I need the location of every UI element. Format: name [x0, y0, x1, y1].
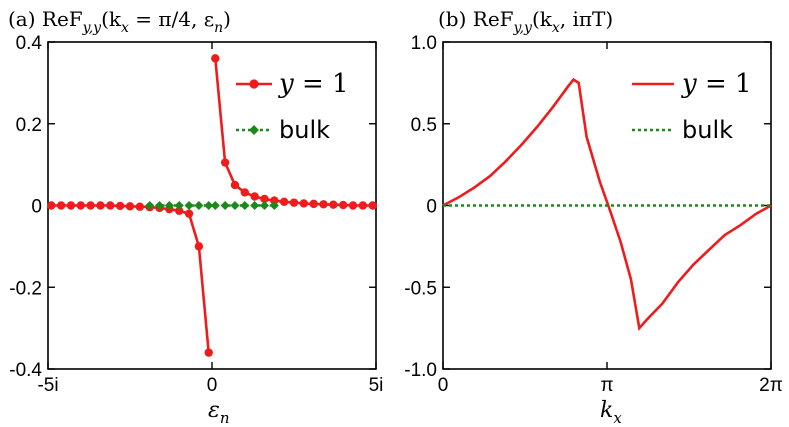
data-point — [204, 348, 213, 357]
xtick-label: 5i — [369, 375, 384, 396]
data-point — [240, 200, 250, 211]
data-point — [309, 199, 318, 209]
panel-b-ticks: 1.00.50-0.5-1.00 π 2π — [404, 33, 783, 396]
panel-b-series — [442, 77, 772, 331]
data-point — [220, 200, 230, 211]
data-point — [220, 158, 230, 167]
ytick-label: 0 — [31, 197, 42, 218]
panel-b: (b) ReFy,y(kx, iπT) 1.00.50-0.5-1.00 π 2π … — [404, 7, 783, 427]
data-point — [56, 201, 66, 210]
data-point — [260, 194, 269, 204]
data-point — [66, 201, 76, 210]
panel-b-legend: y = 1 bulk — [632, 69, 752, 144]
panel-a-title: (a) ReFy,y(kx = π/4, εn) — [8, 7, 231, 36]
data-point — [135, 202, 145, 211]
data-point — [125, 202, 135, 211]
data-point — [184, 200, 194, 211]
panel-b-xlabel: kx — [600, 398, 622, 427]
data-point — [270, 196, 279, 205]
xtick-label: -5i — [37, 375, 58, 396]
panel-a-series — [47, 54, 377, 357]
data-point — [211, 54, 220, 63]
data-point — [175, 206, 184, 216]
panel-a: (a) ReFy,y(kx = π/4, εn) 0.4 0.2 0 -0.2 -0.4… — [8, 7, 383, 427]
data-point — [339, 200, 348, 210]
data-point — [86, 201, 95, 210]
data-point — [279, 197, 289, 207]
legend-a-marker-y1 — [249, 79, 259, 89]
series-line — [51, 204, 210, 353]
data-point — [230, 180, 240, 190]
xtick-label: 0 — [207, 375, 218, 396]
ytick-label: -0.2 — [9, 278, 42, 299]
data-point — [194, 242, 204, 251]
data-point — [329, 200, 338, 209]
ytick-label: -1.0 — [404, 360, 437, 381]
legend-b-label-bulk: bulk — [682, 116, 733, 144]
ytick-label: 0.4 — [16, 33, 43, 54]
data-point — [174, 200, 184, 211]
data-point — [348, 201, 358, 210]
data-point — [210, 200, 220, 211]
xtick-label: 0 — [438, 375, 449, 396]
data-point — [154, 200, 165, 211]
legend-a-marker-bulk — [249, 125, 259, 135]
data-point — [47, 201, 56, 210]
xtick-label: π — [600, 375, 613, 396]
data-point — [368, 201, 377, 210]
data-point — [164, 200, 174, 211]
panel-a-xlabel: εn — [208, 398, 229, 427]
legend-b-label-y1: y = 1 — [681, 69, 752, 99]
data-point — [240, 188, 249, 197]
ytick-label: 1.0 — [411, 33, 437, 54]
ytick-label: 0.5 — [411, 115, 437, 136]
data-point — [259, 200, 270, 211]
xtick-label: 2π — [759, 375, 783, 396]
ytick-label: 0 — [426, 197, 437, 218]
data-point — [194, 200, 204, 211]
panel-a-legend: y = 1 bulk — [236, 69, 349, 144]
panel-b-title: (b) ReFy,y(kx, iπT) — [438, 7, 613, 36]
data-point — [250, 200, 260, 211]
data-point — [204, 200, 214, 211]
legend-a-label-y1: y = 1 — [278, 69, 349, 99]
data-point — [96, 201, 105, 210]
series-line — [442, 77, 772, 331]
data-point — [145, 200, 155, 211]
data-point — [250, 192, 259, 201]
data-point — [230, 200, 240, 211]
data-point — [106, 201, 115, 210]
ytick-label: 0.2 — [16, 115, 42, 136]
data-point — [289, 198, 299, 207]
ytick-label: -0.5 — [404, 278, 437, 299]
data-point — [76, 201, 86, 210]
panel-a-ticks: 0.4 0.2 0 -0.2 -0.4-5i 0 5i — [9, 33, 383, 396]
data-point — [319, 200, 328, 209]
ytick-label: -0.4 — [9, 360, 42, 381]
data-point — [299, 199, 309, 208]
data-point — [184, 209, 194, 218]
data-point — [358, 201, 368, 210]
legend-a-label-bulk: bulk — [279, 116, 330, 144]
data-point — [115, 201, 125, 211]
